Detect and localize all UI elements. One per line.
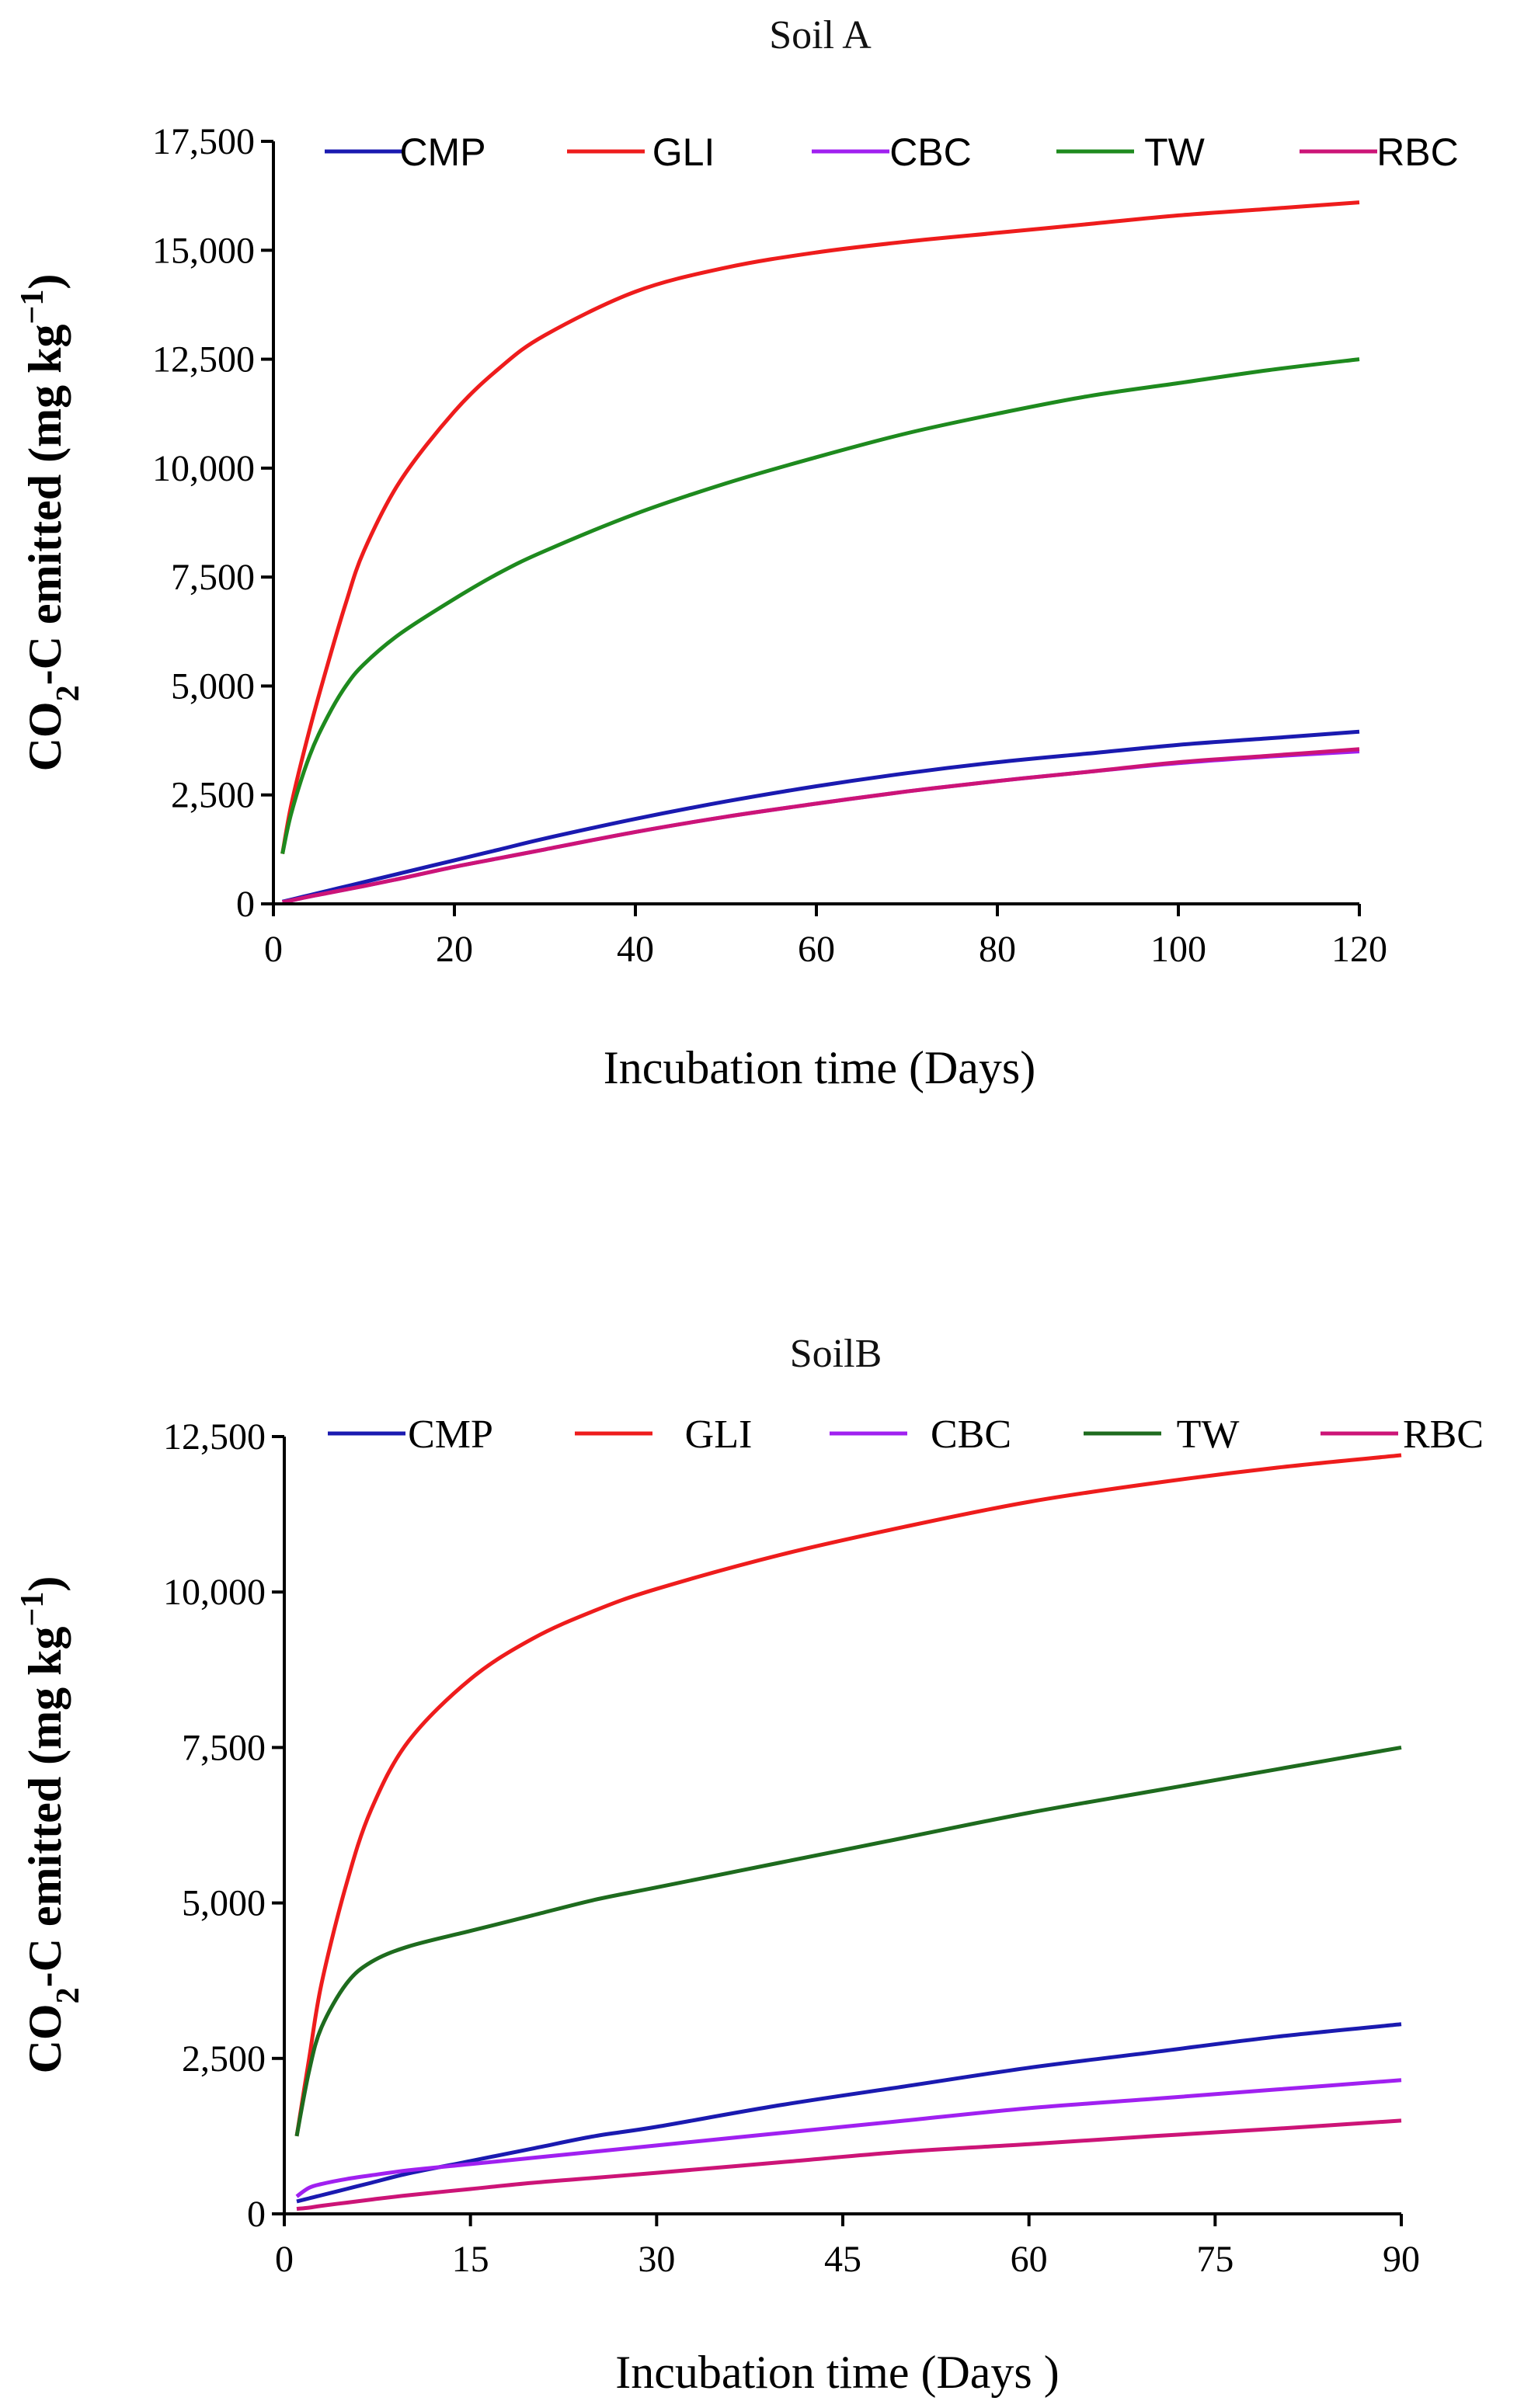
chart-b-axes [283,1437,1401,2215]
chart-b-x-tick-label: 0 [275,2239,294,2280]
chart-b-series-cmp-line [296,2022,1402,2204]
chart-b-legend: CMP GLI CBC TW RBC [328,1412,1484,1457]
chart-b-series-rbc-line [296,2118,1402,2212]
chart-a-y-tick-label: 10,000 [152,448,255,489]
chart-b-legend-label-tw: TW [1177,1412,1240,1457]
chart-b-x-axis-ticks: 0 15 30 45 60 75 90 [275,2214,1420,2280]
chart-b-x-tick-label: 60 [1011,2239,1048,2280]
chart-a-x-tick-label: 120 [1331,929,1387,970]
chart-b-x-tick-label: 30 [638,2239,675,2280]
chart-a-series-gli-line [280,200,1360,854]
chart-a-legend-label-tw: TW [1144,130,1206,174]
chart-b-x-tick-label: 90 [1383,2239,1420,2280]
chart-soil-a: Soil A CMP GLI CBC TW RBC 0 2,500 5,000 7,500 10… [15,13,1459,1093]
chart-b-title: SoilB [790,1332,882,1376]
chart-b-y-tick-label: 0 [247,2194,266,2235]
chart-a-x-tick-label: 20 [436,929,473,970]
chart-a-series-cbc-line [282,749,1360,905]
chart-a-y-tick-label: 0 [236,884,255,925]
chart-a-y-tick-label: 7,500 [171,557,255,598]
chart-b-y-tick-label: 10,000 [163,1572,266,1613]
chart-a-legend-label-cmp: CMP [399,130,485,174]
chart-a-series-cmp-line [281,729,1360,904]
chart-a-axes [272,141,1359,905]
chart-a-y-tick-label: 15,000 [152,230,255,271]
chart-a-x-axis-ticks: 0 20 40 60 80 100 120 [264,904,1387,970]
chart-a-y-tick-label: 2,500 [171,775,255,816]
chart-b-series-cbc-line [295,2078,1402,2198]
chart-b-legend-label-cbc: CBC [931,1412,1011,1457]
chart-b-legend-label-gli: GLI [685,1412,753,1457]
chart-b-series-group [294,1453,1402,2212]
chart-a-x-tick-label: 80 [979,929,1016,970]
chart-b-x-tick-label: 15 [452,2239,489,2280]
chart-b-series-gli-line [294,1453,1402,2137]
chart-a-y-axis-label: CO2-C emitted (mg kg−1) [15,274,86,772]
chart-b-y-tick-label: 7,500 [182,1727,266,1768]
chart-b-series-tw-line [294,1745,1402,2137]
chart-a-x-tick-label: 100 [1150,929,1206,970]
chart-b-x-tick-label: 45 [824,2239,861,2280]
chart-a-x-tick-label: 60 [798,929,835,970]
chart-b-legend-label-rbc: RBC [1403,1412,1484,1457]
chart-b-y-tick-label: 5,000 [182,1883,266,1924]
chart-a-y-axis-ticks: 0 2,500 5,000 7,500 10,000 12,500 15,000 17,500 [152,121,273,925]
chart-a-series-group [280,200,1360,905]
chart-b-y-axis-ticks: 0 2,500 5,000 7,500 10,000 12,500 [163,1416,284,2235]
chart-a-x-axis-label: Incubation time (Days) [604,1042,1036,1093]
chart-a-series-rbc-line [282,747,1360,905]
chart-b-y-tick-label: 12,500 [163,1416,266,1458]
chart-b-x-tick-label: 75 [1196,2239,1234,2280]
chart-a-y-tick-label: 17,500 [152,121,255,162]
chart-a-legend-label-rbc: RBC [1376,130,1459,174]
chart-a-legend-label-gli: GLI [652,130,715,174]
chart-a-y-tick-label: 5,000 [171,665,255,707]
chart-a-legend: CMP GLI CBC TW RBC [325,130,1459,174]
chart-a-legend-label-cbc: CBC [889,130,972,174]
chart-soil-b: SoilB CMP GLI CBC TW RBC 0 2,500 5,000 7,500 10,… [15,1332,1484,2398]
chart-a-x-tick-label: 40 [617,929,654,970]
chart-b-legend-label-cmp: CMP [408,1412,493,1457]
chart-b-y-axis-label: CO2-C emitted (mg kg−1) [15,1576,86,2074]
chart-b-y-tick-label: 2,500 [182,2038,266,2080]
chart-a-series-tw-line [280,357,1360,855]
chart-b-x-axis-label: Incubation time (Days ) [615,2347,1060,2398]
chart-a-title: Soil A [769,13,872,57]
chart-a-x-tick-label: 0 [264,929,283,970]
chart-a-y-tick-label: 12,500 [152,339,255,380]
